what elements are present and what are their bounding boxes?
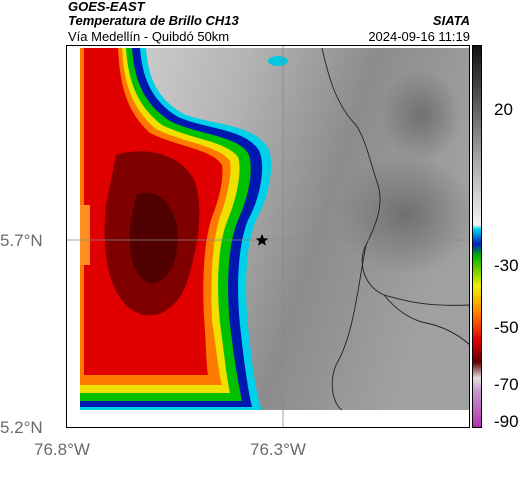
timestamp-label: 2024-09-16 11:19 <box>368 29 470 44</box>
cloud-core-deep <box>129 192 178 284</box>
organization-label: SIATA <box>432 13 470 28</box>
colorbar <box>472 45 482 428</box>
brightness-temperature-map <box>66 45 470 428</box>
lon-label-76.3: 76.3°W <box>250 440 306 459</box>
dark-cloud-region <box>336 155 470 275</box>
colorbar-tick-minus90: -90 <box>494 412 519 431</box>
lon-label-76.8: 76.8°W <box>34 440 90 459</box>
lat-label-5.2: 5.2°N <box>0 418 43 437</box>
title-satellite: GOES-EAST <box>68 0 145 14</box>
colorbar-tick-minus50: -50 <box>494 318 519 337</box>
star-icon <box>255 234 269 246</box>
boundary-line-east <box>383 294 470 346</box>
colorbar-tick-minus70: -70 <box>494 375 519 394</box>
title-product: Temperatura de Brillo CH13 <box>68 13 239 28</box>
subtitle-region: Vía Medellín - Quibdó 50km <box>68 29 230 44</box>
small-cloud-cell <box>268 56 288 66</box>
colorbar-tick-minus30: -30 <box>494 256 519 275</box>
colorbar-tick-20: 20 <box>494 100 513 119</box>
boundary-line-south <box>331 244 367 411</box>
boundary-line <box>321 47 470 306</box>
lat-label-5.7: 5.7°N <box>0 231 43 250</box>
